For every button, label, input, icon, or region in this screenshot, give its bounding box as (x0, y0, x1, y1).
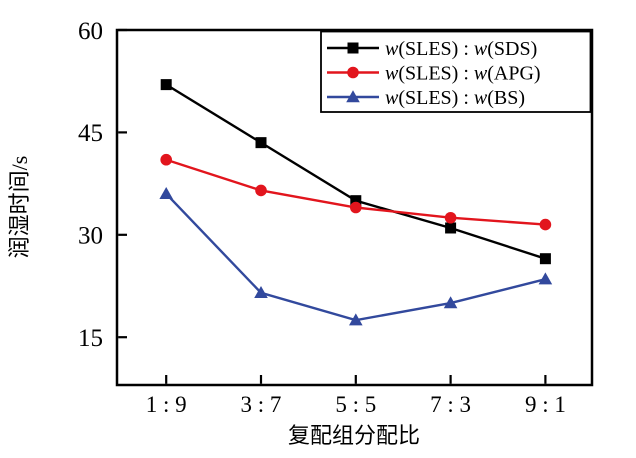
legend-item-label-1: w(SLES) : w(APG) (385, 63, 541, 85)
data-point-marker-1 (350, 201, 362, 214)
data-point-marker-2 (538, 272, 553, 285)
data-point-marker-0 (255, 137, 267, 149)
x-tick-label: 7 : 3 (430, 392, 471, 417)
x-tick-label: 3 : 7 (241, 392, 282, 417)
data-point-marker-1 (160, 153, 172, 166)
data-point-marker-1 (255, 184, 267, 197)
data-point-marker-2 (443, 296, 458, 309)
data-point-marker-2 (349, 313, 363, 326)
x-tick-label: 1 : 9 (146, 392, 187, 417)
legend-marker-2 (346, 90, 360, 103)
data-point-marker-0 (539, 253, 551, 265)
data-point-marker-0 (445, 222, 457, 234)
legend-item-label-2: w(SLES) : w(BS) (385, 87, 525, 109)
x-axis-title: 复配组分配比 (288, 423, 420, 448)
y-tick-label: 15 (78, 325, 103, 352)
legend-marker-1 (347, 66, 359, 79)
x-tick-label: 5 : 5 (335, 392, 376, 417)
data-point-marker-0 (350, 195, 362, 207)
y-axis-title: 润湿时间/s (7, 156, 32, 259)
data-point-marker-0 (160, 79, 172, 91)
legend-marker-0 (347, 42, 359, 54)
x-tick-label: 9 : 1 (525, 392, 566, 417)
data-point-marker-2 (159, 187, 173, 200)
data-point-marker-1 (444, 211, 457, 224)
y-tick-label: 30 (78, 223, 103, 250)
y-tick-label: 60 (78, 18, 103, 45)
legend-item-label-0: w(SLES) : w(SDS) (385, 38, 537, 60)
data-point-marker-2 (254, 286, 268, 299)
data-point-marker-1 (539, 218, 552, 231)
y-tick-label: 45 (78, 120, 103, 147)
